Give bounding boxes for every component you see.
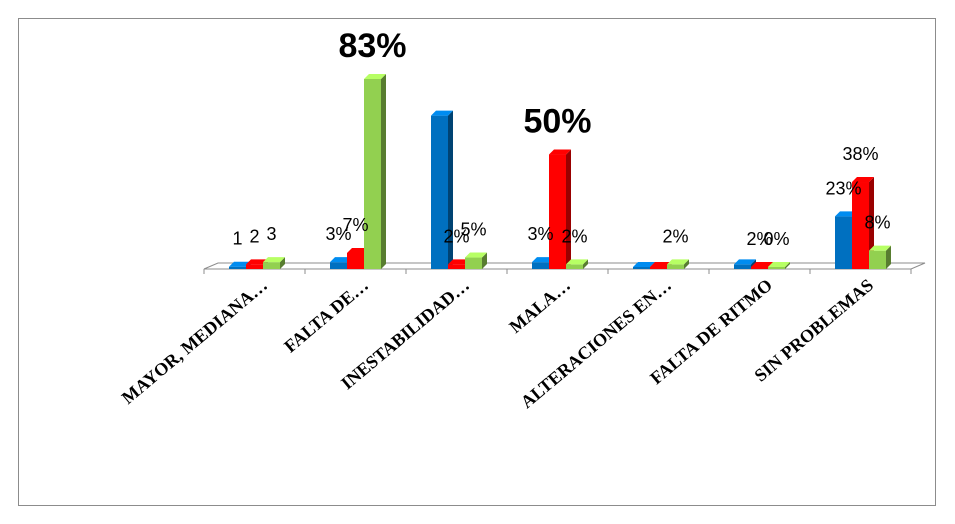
bar-top xyxy=(448,259,470,265)
bar-top xyxy=(835,211,857,217)
bar xyxy=(667,259,689,269)
bar xyxy=(566,259,588,269)
data-label: 7% xyxy=(342,215,368,235)
bar-front xyxy=(347,252,364,269)
bar-top xyxy=(246,259,268,265)
bar-top xyxy=(549,149,571,155)
bar-top xyxy=(566,259,588,265)
data-label: 3 xyxy=(266,224,276,244)
bar-front xyxy=(465,257,482,269)
data-label: 1 xyxy=(232,229,242,249)
bar-top xyxy=(532,257,554,263)
data-label: 8% xyxy=(864,213,890,233)
bar-top xyxy=(869,245,891,251)
bar-front xyxy=(734,264,751,269)
bar-front xyxy=(549,154,566,269)
bar-side xyxy=(448,110,453,270)
bar-side xyxy=(482,252,487,269)
bar-side xyxy=(684,259,689,269)
bar-front xyxy=(768,267,785,269)
bar-top xyxy=(229,261,251,267)
bar-side xyxy=(869,177,874,269)
bar-side xyxy=(566,149,571,269)
data-label: 50% xyxy=(523,103,591,141)
bar-front xyxy=(364,79,381,269)
bar-front xyxy=(532,262,549,269)
bar-top xyxy=(633,262,655,267)
bar-front xyxy=(667,264,684,269)
bar-side xyxy=(280,257,285,269)
category-label: MALA… xyxy=(505,275,574,337)
bar-top xyxy=(768,262,790,267)
data-label: 23% xyxy=(825,178,861,198)
bar-front xyxy=(633,267,650,269)
bar-top xyxy=(734,259,756,265)
bar-top xyxy=(330,257,352,263)
bar-front xyxy=(852,182,869,269)
bar xyxy=(549,149,571,269)
data-label: 5% xyxy=(460,220,486,240)
bar-top xyxy=(431,110,453,116)
bar-front xyxy=(751,267,768,269)
data-label: 3% xyxy=(325,224,351,244)
data-labels-group: 1 2 3 3%7%83%2%5% 3%50%2% 2% 2%0%23%38%8% xyxy=(232,27,890,249)
bar-top xyxy=(667,259,689,265)
bar-top xyxy=(751,262,773,267)
bar-top xyxy=(465,252,487,258)
data-label: 83% xyxy=(338,27,406,65)
bar-front xyxy=(835,216,852,269)
bar xyxy=(768,262,790,269)
bar-front xyxy=(566,264,583,269)
data-label: 2% xyxy=(746,229,772,249)
bar-top xyxy=(852,177,874,183)
bar-top xyxy=(347,247,369,253)
bar xyxy=(869,245,891,269)
bar xyxy=(465,252,487,269)
bar-front xyxy=(869,250,886,269)
bar xyxy=(431,110,453,270)
category-label: FALTA DE… xyxy=(280,275,372,357)
data-label: 3% xyxy=(527,224,553,244)
data-label: 0% xyxy=(763,229,789,249)
data-label: 2% xyxy=(561,226,587,246)
bar-front xyxy=(448,264,465,269)
bar-front xyxy=(246,264,263,269)
bar xyxy=(852,177,874,269)
bars-group xyxy=(229,74,891,270)
data-label: 38% xyxy=(842,144,878,164)
bar-side xyxy=(785,262,790,269)
bar-front xyxy=(650,267,667,269)
category-label: MAYOR, MEDIANA… xyxy=(118,275,271,408)
bar-front xyxy=(330,262,347,269)
bar-side xyxy=(886,245,891,269)
bar xyxy=(263,257,285,269)
bar-front xyxy=(263,262,280,269)
data-label: 2 xyxy=(249,226,259,246)
bar-top xyxy=(364,74,386,79)
bar-top xyxy=(263,257,285,263)
data-label: 2% xyxy=(662,226,688,246)
bar-side xyxy=(583,259,588,269)
category-labels-group: MAYOR, MEDIANA… FALTA DE…INESTABILIDAD… MA… xyxy=(118,275,877,412)
bar-front xyxy=(229,266,246,269)
bar-top xyxy=(650,262,672,267)
bar xyxy=(364,74,386,269)
data-label: 2% xyxy=(443,226,469,246)
bar-side xyxy=(381,74,386,269)
bar-front xyxy=(431,115,448,270)
